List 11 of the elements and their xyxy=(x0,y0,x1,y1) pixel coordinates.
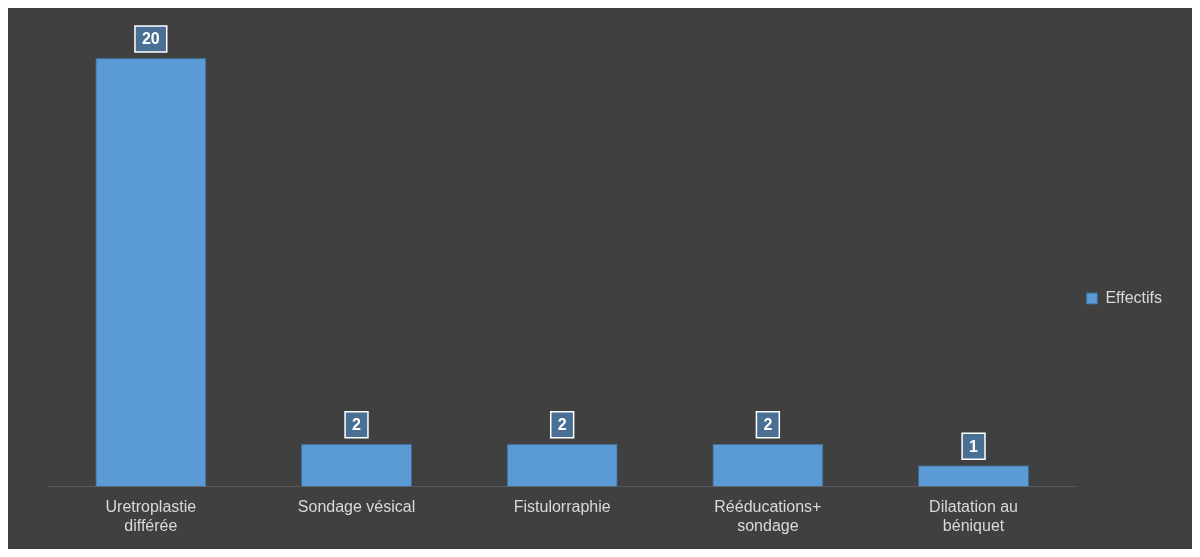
x-tick-label: Uretroplastie différée xyxy=(105,497,197,534)
data-label: 20 xyxy=(141,30,160,48)
legend-label: Effectifs xyxy=(1105,288,1163,306)
x-tick-label: Dilatation au béniquet xyxy=(929,497,1019,534)
data-label: 2 xyxy=(763,416,773,434)
x-tick-label: Sondage vésical xyxy=(297,497,416,515)
data-label: 2 xyxy=(557,416,567,434)
data-label: 1 xyxy=(969,437,979,455)
x-tick-label: Rééducations+ sondage xyxy=(714,497,822,534)
x-tick-label: Fistulorraphie xyxy=(513,497,611,515)
data-label: 2 xyxy=(352,416,362,434)
